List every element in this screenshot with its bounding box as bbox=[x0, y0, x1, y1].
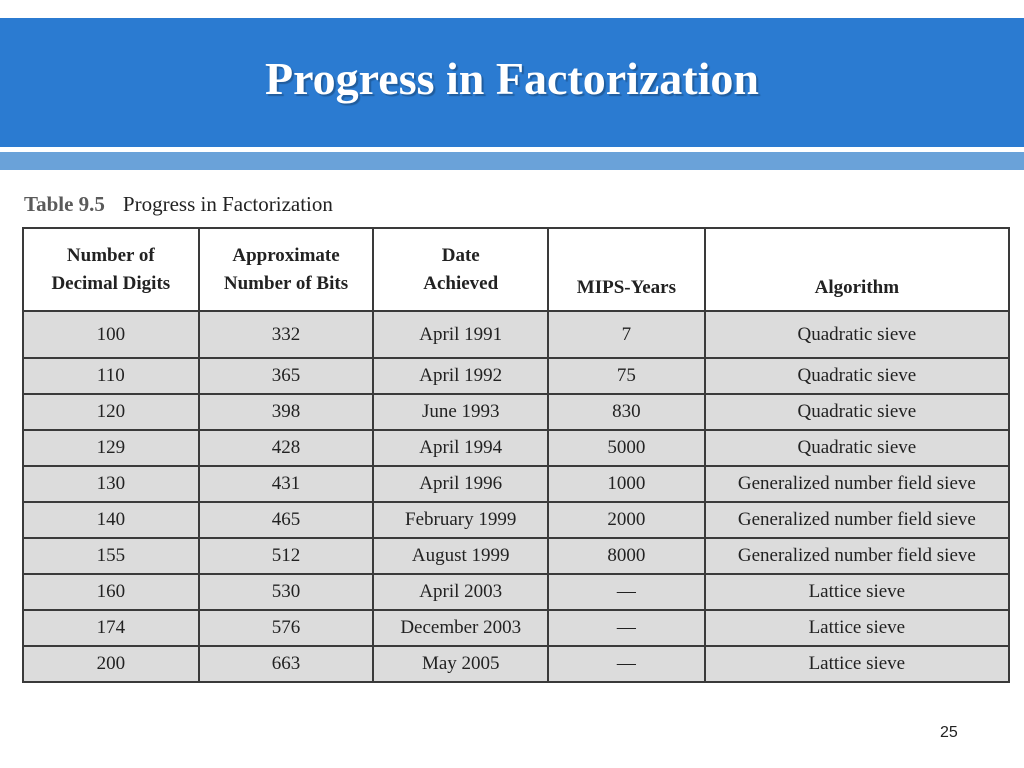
cell-algorithm: Quadratic sieve bbox=[703, 393, 1011, 431]
cell-date-achieved: April 1996 bbox=[372, 465, 550, 503]
cell-decimal-digits: 174 bbox=[22, 609, 200, 647]
cell-mips-years: — bbox=[547, 609, 706, 647]
table-row: 110 365 April 1992 75 Quadratic sieve bbox=[22, 357, 1011, 395]
table-row: 120 398 June 1993 830 Quadratic sieve bbox=[22, 393, 1011, 431]
cell-mips-years: 830 bbox=[547, 393, 706, 431]
table-row: 140 465 February 1999 2000 Generalized numbe… bbox=[22, 501, 1011, 539]
cell-algorithm: Lattice sieve bbox=[703, 609, 1011, 647]
cell-decimal-digits: 130 bbox=[22, 465, 200, 503]
title-bar: Progress in Factorization bbox=[0, 18, 1024, 147]
page-number: 25 bbox=[940, 724, 958, 741]
cell-mips-years: — bbox=[547, 573, 706, 611]
cell-mips-years: 75 bbox=[547, 357, 706, 395]
cell-date-achieved: December 2003 bbox=[372, 609, 550, 647]
table-row: 129 428 April 1994 5000 Quadratic sieve bbox=[22, 429, 1011, 467]
factorization-table: Number of Decimal Digits Approximate Num… bbox=[22, 227, 1011, 683]
cell-mips-years: 1000 bbox=[547, 465, 706, 503]
cell-number-of-bits: 431 bbox=[197, 465, 375, 503]
column-header-number-of-bits: Approximate Number of Bits bbox=[197, 227, 375, 312]
table-row: 155 512 August 1999 8000 Generalized number … bbox=[22, 537, 1011, 575]
cell-number-of-bits: 365 bbox=[197, 357, 375, 395]
table-header-row: Number of Decimal Digits Approximate Num… bbox=[22, 227, 1011, 312]
column-header-date-achieved: Date Achieved bbox=[372, 227, 550, 312]
cell-algorithm: Quadratic sieve bbox=[703, 357, 1011, 395]
cell-mips-years: 8000 bbox=[547, 537, 706, 575]
cell-algorithm: Generalized number field sieve bbox=[703, 501, 1011, 539]
accent-stripe bbox=[0, 152, 1024, 170]
cell-algorithm: Lattice sieve bbox=[703, 645, 1011, 683]
cell-algorithm: Quadratic sieve bbox=[703, 310, 1011, 359]
cell-algorithm: Lattice sieve bbox=[703, 573, 1011, 611]
cell-decimal-digits: 129 bbox=[22, 429, 200, 467]
cell-decimal-digits: 160 bbox=[22, 573, 200, 611]
cell-number-of-bits: 332 bbox=[197, 310, 375, 359]
cell-decimal-digits: 155 bbox=[22, 537, 200, 575]
cell-date-achieved: April 2003 bbox=[372, 573, 550, 611]
cell-date-achieved: February 1999 bbox=[372, 501, 550, 539]
cell-mips-years: 7 bbox=[547, 310, 706, 359]
table-row: 100 332 April 1991 7 Quadratic sieve bbox=[22, 310, 1011, 359]
cell-date-achieved: May 2005 bbox=[372, 645, 550, 683]
cell-decimal-digits: 110 bbox=[22, 357, 200, 395]
cell-decimal-digits: 200 bbox=[22, 645, 200, 683]
cell-mips-years: — bbox=[547, 645, 706, 683]
cell-number-of-bits: 428 bbox=[197, 429, 375, 467]
cell-number-of-bits: 398 bbox=[197, 393, 375, 431]
title-bar-gap bbox=[0, 147, 1024, 152]
cell-date-achieved: August 1999 bbox=[372, 537, 550, 575]
cell-number-of-bits: 576 bbox=[197, 609, 375, 647]
cell-number-of-bits: 465 bbox=[197, 501, 375, 539]
cell-date-achieved: April 1992 bbox=[372, 357, 550, 395]
cell-algorithm: Generalized number field sieve bbox=[703, 465, 1011, 503]
table-row: 160 530 April 2003— Lattice sieve bbox=[22, 573, 1011, 611]
cell-algorithm: Generalized number field sieve bbox=[703, 537, 1011, 575]
table-caption: Table 9.5 Progress in Factorization bbox=[24, 192, 333, 217]
cell-decimal-digits: 100 bbox=[22, 310, 200, 359]
slide-title: Progress in Factorization bbox=[265, 53, 759, 104]
cell-number-of-bits: 512 bbox=[197, 537, 375, 575]
cell-decimal-digits: 120 bbox=[22, 393, 200, 431]
cell-decimal-digits: 140 bbox=[22, 501, 200, 539]
table-caption-title: Progress in Factorization bbox=[122, 192, 333, 216]
cell-mips-years: 2000 bbox=[547, 501, 706, 539]
table-row: 174 576 December 2003— Lattice sieve bbox=[22, 609, 1011, 647]
column-header-algorithm: Algorithm bbox=[703, 227, 1011, 312]
table-row: 200 663 May 2005— Lattice sieve bbox=[22, 645, 1011, 683]
table-body: 100 332 April 1991 7 Quadratic sieve 110 365 Ap… bbox=[22, 310, 1011, 683]
cell-algorithm: Quadratic sieve bbox=[703, 429, 1011, 467]
cell-number-of-bits: 530 bbox=[197, 573, 375, 611]
column-header-mips-years: MIPS-Years bbox=[547, 227, 706, 312]
cell-date-achieved: June 1993 bbox=[372, 393, 550, 431]
column-header-decimal-digits: Number of Decimal Digits bbox=[22, 227, 200, 312]
table-row: 130 431 April 1996 1000 Generalized number f… bbox=[22, 465, 1011, 503]
cell-date-achieved: April 1991 bbox=[372, 310, 550, 359]
cell-mips-years: 5000 bbox=[547, 429, 706, 467]
cell-number-of-bits: 663 bbox=[197, 645, 375, 683]
cell-date-achieved: April 1994 bbox=[372, 429, 550, 467]
table-number: Table 9.5 bbox=[24, 192, 105, 216]
